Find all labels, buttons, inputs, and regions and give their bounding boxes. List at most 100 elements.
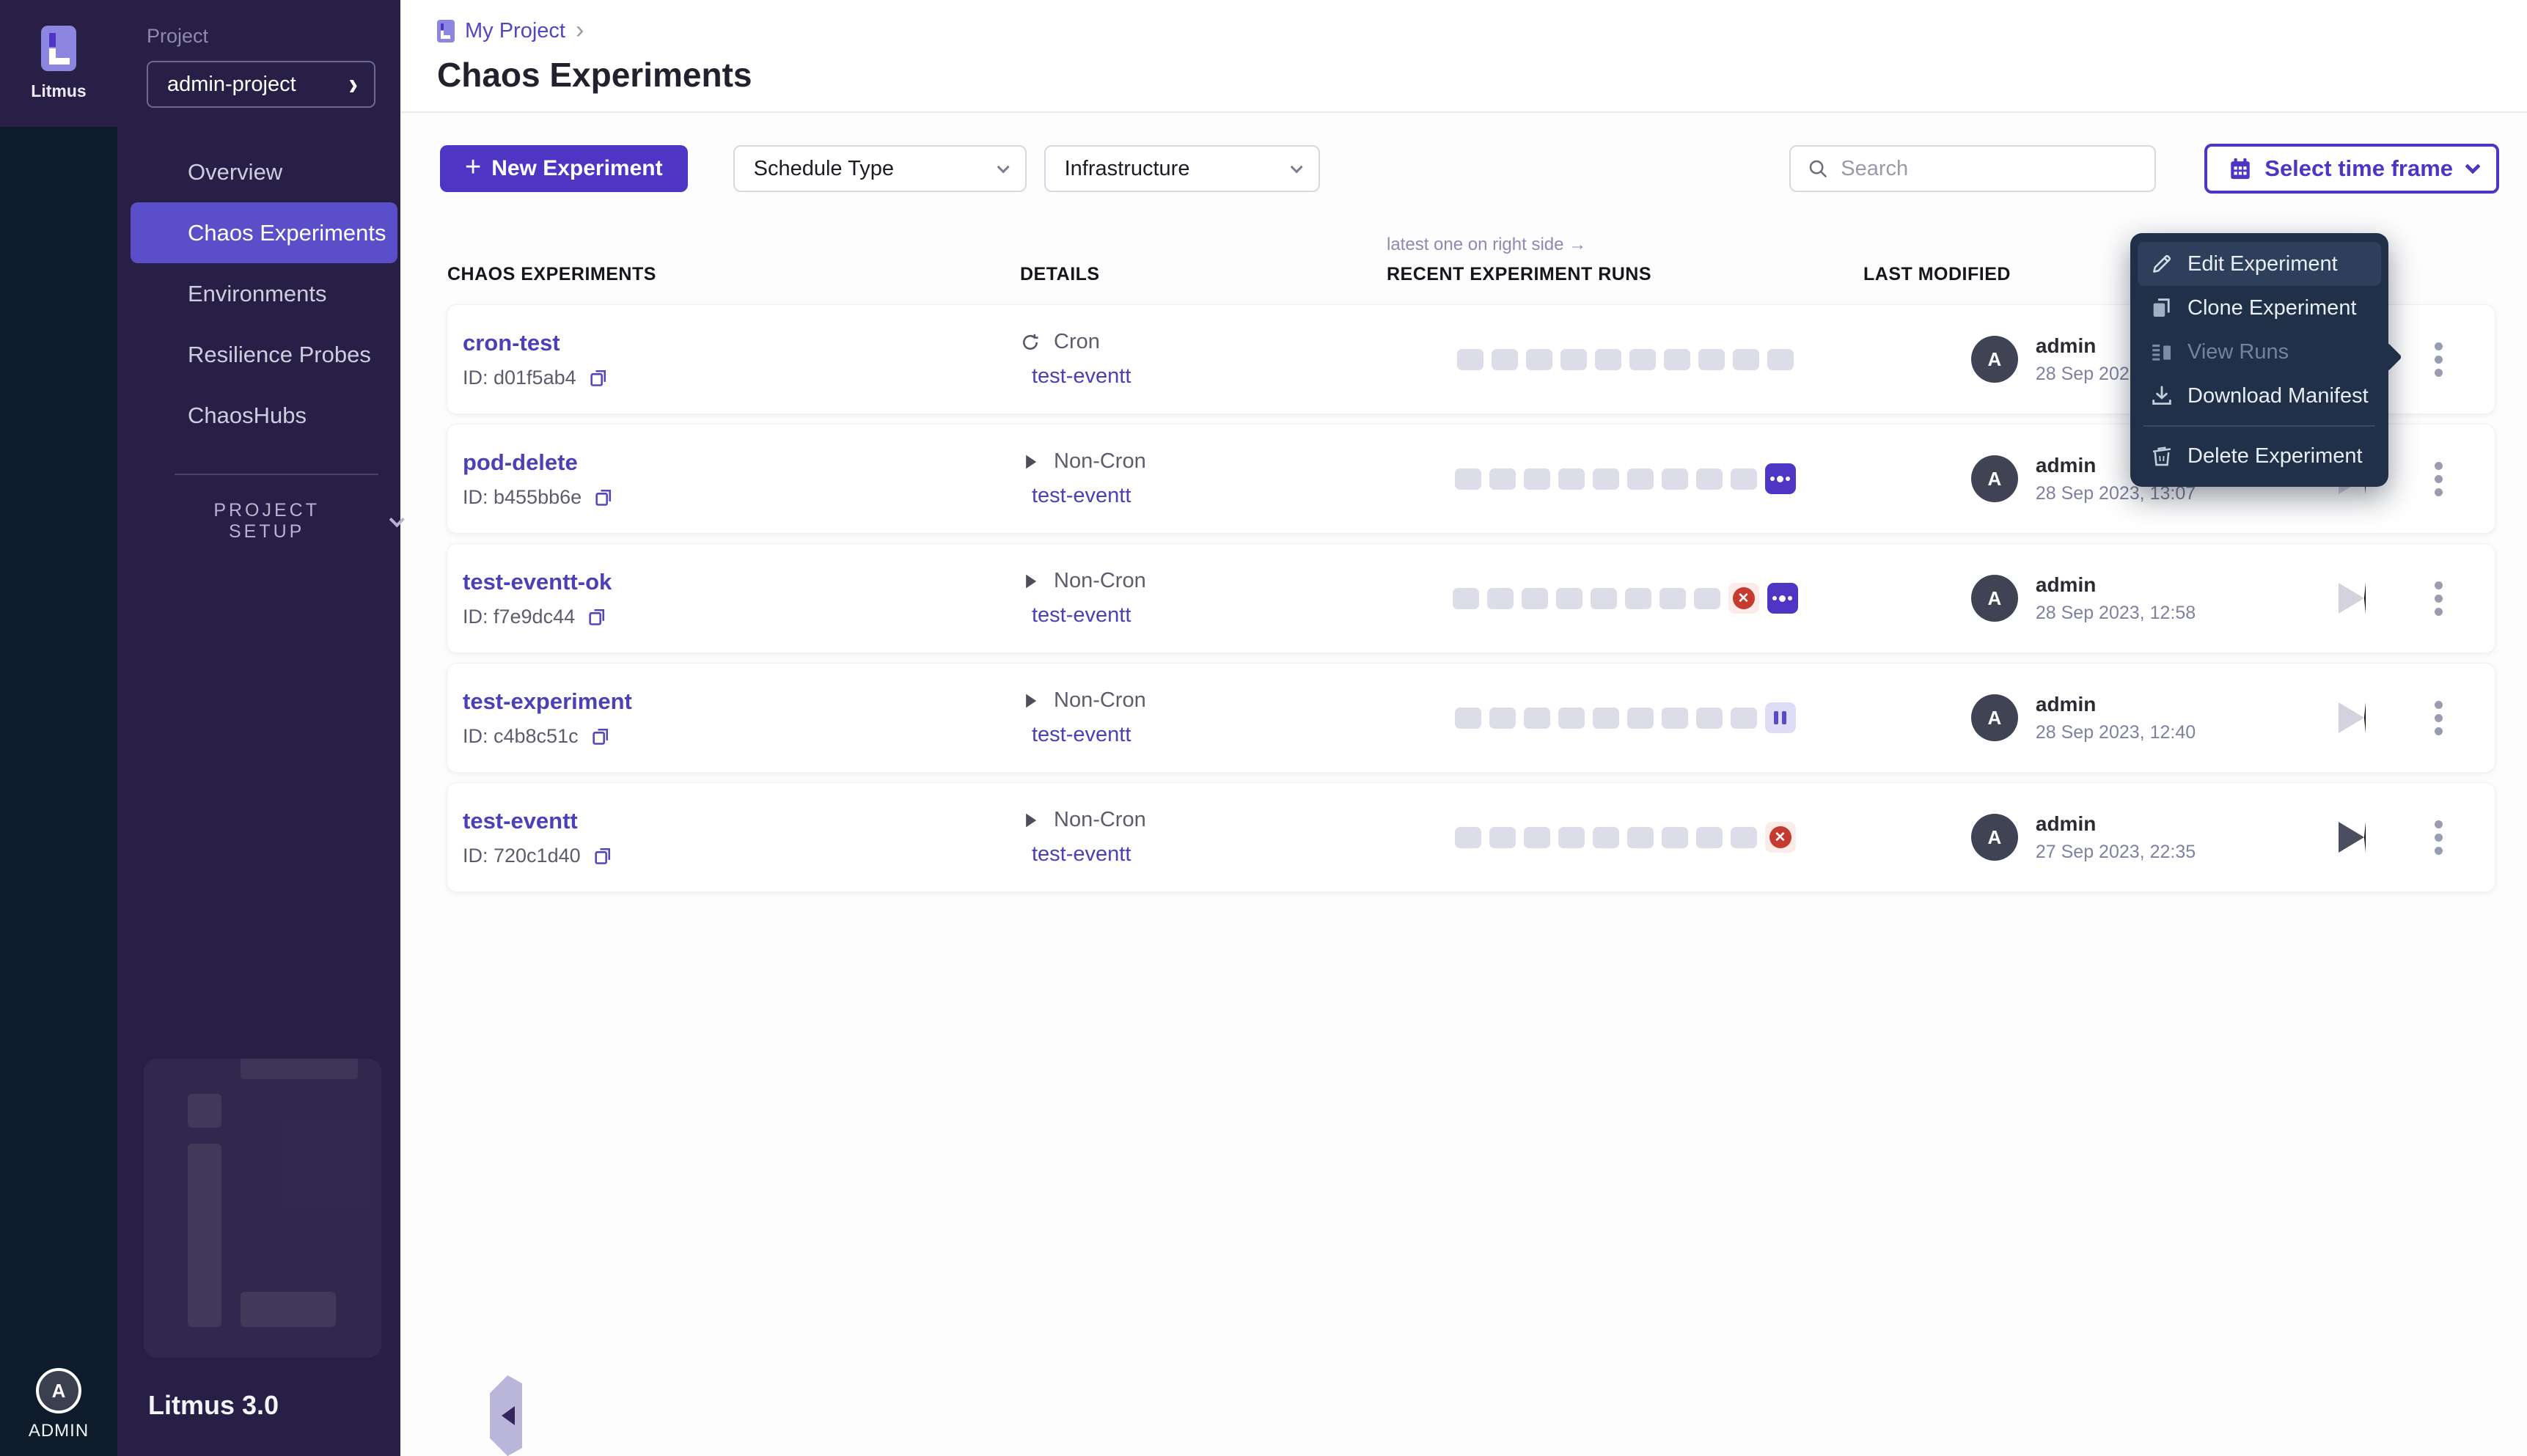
copy-id-icon[interactable] <box>593 487 614 507</box>
sidebar-item-overview[interactable]: Overview <box>188 158 283 185</box>
chevron-down-icon <box>997 161 1010 174</box>
select-time-frame-button[interactable]: Select time frame <box>2204 144 2499 194</box>
run-cell-failed[interactable]: ✕ <box>1728 583 1759 614</box>
run-cell-empty[interactable] <box>1661 468 1688 490</box>
experiment-name-link[interactable]: test-eventt-ok <box>463 568 612 595</box>
run-cell-empty[interactable] <box>1525 348 1552 370</box>
litmus-logo[interactable]: Litmus <box>0 0 117 127</box>
run-cell-empty[interactable] <box>1454 707 1481 729</box>
experiment-name-link[interactable]: cron-test <box>463 329 560 356</box>
run-cell-empty[interactable] <box>1592 468 1619 490</box>
copy-id-icon[interactable] <box>587 606 607 627</box>
run-cell-empty[interactable] <box>1732 348 1759 370</box>
run-cell-empty[interactable] <box>1558 826 1585 848</box>
project-setup-label: PROJECT SETUP <box>213 500 320 542</box>
run-experiment-button[interactable] <box>2339 583 2366 614</box>
run-cell-empty[interactable] <box>1767 348 1794 370</box>
experiment-name-link[interactable]: test-eventt <box>463 807 578 834</box>
run-cell-empty[interactable] <box>1730 707 1757 729</box>
run-cell-empty[interactable] <box>1590 587 1617 609</box>
experiment-name-link[interactable]: test-experiment <box>463 688 632 714</box>
run-cell-empty[interactable] <box>1523 826 1550 848</box>
row-menu-button[interactable] <box>2430 338 2447 381</box>
run-cell-empty[interactable] <box>1693 587 1720 609</box>
run-experiment-button[interactable] <box>2339 702 2366 733</box>
row-menu-button[interactable] <box>2430 696 2447 740</box>
infrastructure-link[interactable]: test-eventt <box>1032 842 1132 866</box>
run-cell-empty[interactable] <box>1629 348 1656 370</box>
schedule-type-select[interactable]: Schedule Type <box>733 145 1027 192</box>
copy-id-icon[interactable] <box>588 367 609 388</box>
run-cell-empty[interactable] <box>1663 348 1690 370</box>
menu-item-download-manifest[interactable]: Download Manifest <box>2138 374 2381 418</box>
run-cell-empty[interactable] <box>1661 826 1688 848</box>
menu-item-delete-experiment[interactable]: Delete Experiment <box>2138 434 2381 478</box>
run-cell-empty[interactable] <box>1454 826 1481 848</box>
sidebar-item-chaos-experiments[interactable]: Chaos Experiments <box>131 202 397 263</box>
run-cell-empty[interactable] <box>1523 468 1550 490</box>
run-cell-empty[interactable] <box>1730 826 1757 848</box>
user-avatar[interactable]: A <box>36 1368 81 1413</box>
sidebar-item-chaoshubs[interactable]: ChaosHubs <box>188 402 307 428</box>
run-cell-empty[interactable] <box>1521 587 1548 609</box>
infrastructure-select[interactable]: Infrastructure <box>1044 145 1320 192</box>
menu-item-view-runs: View Runs <box>2138 330 2381 374</box>
run-cell-empty[interactable] <box>1695 707 1723 729</box>
row-menu-button[interactable] <box>2430 457 2447 501</box>
new-experiment-button[interactable]: + New Experiment <box>440 145 688 192</box>
run-cell-running[interactable] <box>1764 463 1796 494</box>
infrastructure-link[interactable]: test-eventt <box>1032 484 1132 507</box>
run-cell-empty[interactable] <box>1491 348 1518 370</box>
run-cell-empty[interactable] <box>1626 707 1654 729</box>
run-cell-empty[interactable] <box>1661 707 1688 729</box>
experiment-name-link[interactable]: pod-delete <box>463 449 578 475</box>
row-menu-button[interactable] <box>2430 816 2447 859</box>
copy-id-icon[interactable] <box>590 726 611 746</box>
run-cell-empty[interactable] <box>1626 468 1654 490</box>
run-cell-empty[interactable] <box>1626 826 1654 848</box>
project-setup-toggle[interactable]: PROJECT SETUP <box>175 500 405 543</box>
recent-runs <box>1387 702 1863 733</box>
run-cell-empty[interactable] <box>1558 468 1585 490</box>
modified-at: 27 Sep 2023, 22:35 <box>2035 841 2196 862</box>
run-cell-empty[interactable] <box>1695 468 1723 490</box>
run-cell-empty[interactable] <box>1659 587 1686 609</box>
run-cell-empty[interactable] <box>1456 348 1483 370</box>
run-cell-empty[interactable] <box>1560 348 1587 370</box>
menu-item-clone-experiment[interactable]: Clone Experiment <box>2138 286 2381 330</box>
run-cell-empty[interactable] <box>1489 707 1516 729</box>
row-menu-button[interactable] <box>2430 577 2447 620</box>
run-cell-empty[interactable] <box>1695 826 1723 848</box>
infrastructure-link[interactable]: test-eventt <box>1032 723 1132 746</box>
run-cell-empty[interactable] <box>1486 587 1514 609</box>
run-cell-empty[interactable] <box>1624 587 1651 609</box>
run-cell-empty[interactable] <box>1555 587 1582 609</box>
run-cell-empty[interactable] <box>1592 707 1619 729</box>
run-cell-empty[interactable] <box>1730 468 1757 490</box>
project-selector[interactable]: admin-project › <box>147 61 375 108</box>
modified-at: 28 Sep 2023, 12:40 <box>2035 721 2196 743</box>
sidebar-item-resilience-probes[interactable]: Resilience Probes <box>188 341 371 367</box>
menu-item-edit-experiment[interactable]: Edit Experiment <box>2138 242 2381 286</box>
infrastructure-link[interactable]: test-eventt <box>1032 364 1132 388</box>
run-experiment-button[interactable] <box>2339 822 2366 853</box>
run-cell-running[interactable] <box>1767 583 1798 614</box>
search-input[interactable] <box>1841 156 2139 181</box>
run-cell-empty[interactable] <box>1489 468 1516 490</box>
breadcrumb-project-link[interactable]: My Project <box>465 19 565 43</box>
run-cell-empty[interactable] <box>1452 587 1479 609</box>
run-cell-empty[interactable] <box>1558 707 1585 729</box>
sidebar-item-environments[interactable]: Environments <box>188 280 327 306</box>
run-cell-empty[interactable] <box>1454 468 1481 490</box>
column-header-modified: LAST MODIFIED <box>1863 264 2011 284</box>
run-cell-failed[interactable]: ✕ <box>1764 822 1796 853</box>
copy-id-icon[interactable] <box>593 845 613 866</box>
run-cell-empty[interactable] <box>1594 348 1621 370</box>
run-cell-empty[interactable] <box>1698 348 1725 370</box>
infrastructure-link[interactable]: test-eventt <box>1032 603 1132 627</box>
run-cell-empty[interactable] <box>1489 826 1516 848</box>
run-cell-empty[interactable] <box>1523 707 1550 729</box>
run-cell-empty[interactable] <box>1592 826 1619 848</box>
run-cell-paused[interactable] <box>1764 702 1796 733</box>
sidebar-collapse-handle[interactable] <box>490 1375 522 1456</box>
